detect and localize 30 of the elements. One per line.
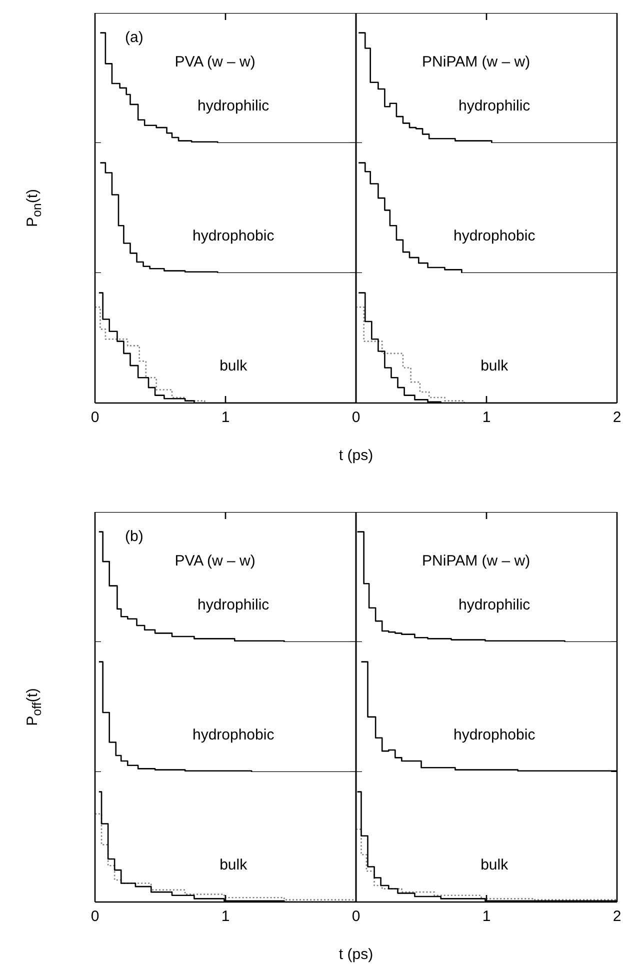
- annotation: hydrophilic: [458, 98, 531, 115]
- annotation: hydrophobic: [453, 726, 536, 744]
- x-tick-label: 2: [612, 908, 622, 926]
- x-tick-label: 0: [90, 409, 100, 426]
- annotation: hydrophilic: [197, 596, 270, 614]
- x-tick-label: 0: [352, 908, 360, 926]
- annotation: bulk: [220, 358, 248, 375]
- x-tick-label: 1: [221, 908, 230, 926]
- x-tick-label: 1: [482, 908, 491, 926]
- annotation: PVA (w – w): [174, 552, 256, 570]
- x-axis-title: t (ps): [338, 447, 374, 464]
- annotation: hydrophobic: [192, 726, 275, 744]
- x-tick-label: 1: [221, 409, 230, 426]
- annotation: (b): [124, 528, 144, 545]
- annotation: PNiPAM (w – w): [422, 552, 530, 570]
- x-axis-title: t (ps): [338, 946, 374, 963]
- annotation: hydrophilic: [458, 596, 531, 614]
- annotation: PVA (w – w): [174, 54, 256, 71]
- x-tick-label: 0: [90, 908, 100, 926]
- annotation: hydrophilic: [197, 98, 270, 115]
- annotation: bulk: [480, 856, 509, 874]
- x-tick-label: 1: [482, 409, 491, 426]
- x-tick-label: 0: [352, 409, 360, 426]
- annotation: bulk: [220, 856, 248, 874]
- annotation: (a): [124, 28, 144, 46]
- annotation: PNiPAM (w – w): [422, 54, 530, 71]
- x-tick-label: 2: [612, 409, 622, 426]
- annotation: hydrophobic: [192, 228, 275, 245]
- annotation: hydrophobic: [453, 228, 536, 245]
- annotation: bulk: [480, 358, 509, 375]
